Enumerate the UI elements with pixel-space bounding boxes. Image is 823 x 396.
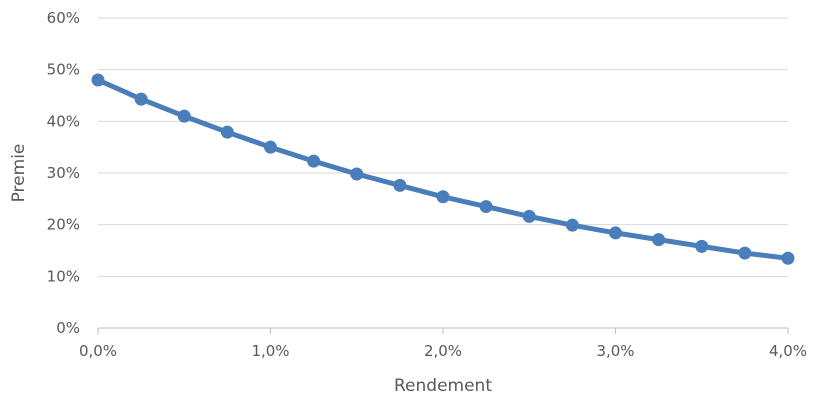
data-point: [307, 154, 321, 168]
data-point: [436, 190, 450, 204]
gridlines: [98, 17, 788, 277]
y-tick-label: 30%: [47, 164, 80, 182]
data-point: [695, 239, 709, 253]
data-point: [91, 73, 105, 87]
data-point: [652, 233, 666, 247]
x-tick-label: 3,0%: [596, 342, 634, 360]
data-point: [781, 251, 795, 265]
data-point: [479, 200, 493, 214]
y-tick-labels: 0% 10% 20% 30% 40% 50% 60%: [47, 9, 80, 337]
y-tick-label: 60%: [47, 9, 80, 27]
y-tick-label: 0%: [56, 319, 80, 337]
data-point: [134, 92, 148, 106]
x-tick-label: 1,0%: [251, 342, 289, 360]
data-point: [522, 209, 536, 223]
data-point: [264, 140, 277, 154]
data-point: [609, 226, 622, 240]
y-tick-label: 50%: [47, 61, 80, 79]
x-tick-labels: 0,0% 1,0% 2,0% 3,0% 4,0%: [79, 342, 807, 360]
y-tick-label: 10%: [47, 267, 80, 285]
data-point: [565, 218, 579, 232]
data-point: [350, 167, 364, 181]
x-axis-title: Rendement: [394, 376, 492, 396]
y-tick-label: 20%: [47, 216, 80, 234]
x-tick-label: 2,0%: [424, 342, 462, 360]
x-tick-label: 4,0%: [769, 342, 807, 360]
series-line: [95, 77, 791, 261]
y-tick-label: 40%: [47, 112, 80, 130]
data-point: [220, 125, 234, 139]
series-layer: [91, 73, 795, 265]
data-point: [393, 178, 407, 192]
y-axis-title: Premie: [9, 144, 29, 203]
data-point: [738, 246, 752, 260]
x-tick-label: 0,0%: [79, 342, 117, 360]
data-point: [177, 109, 191, 123]
axes: [97, 327, 789, 334]
